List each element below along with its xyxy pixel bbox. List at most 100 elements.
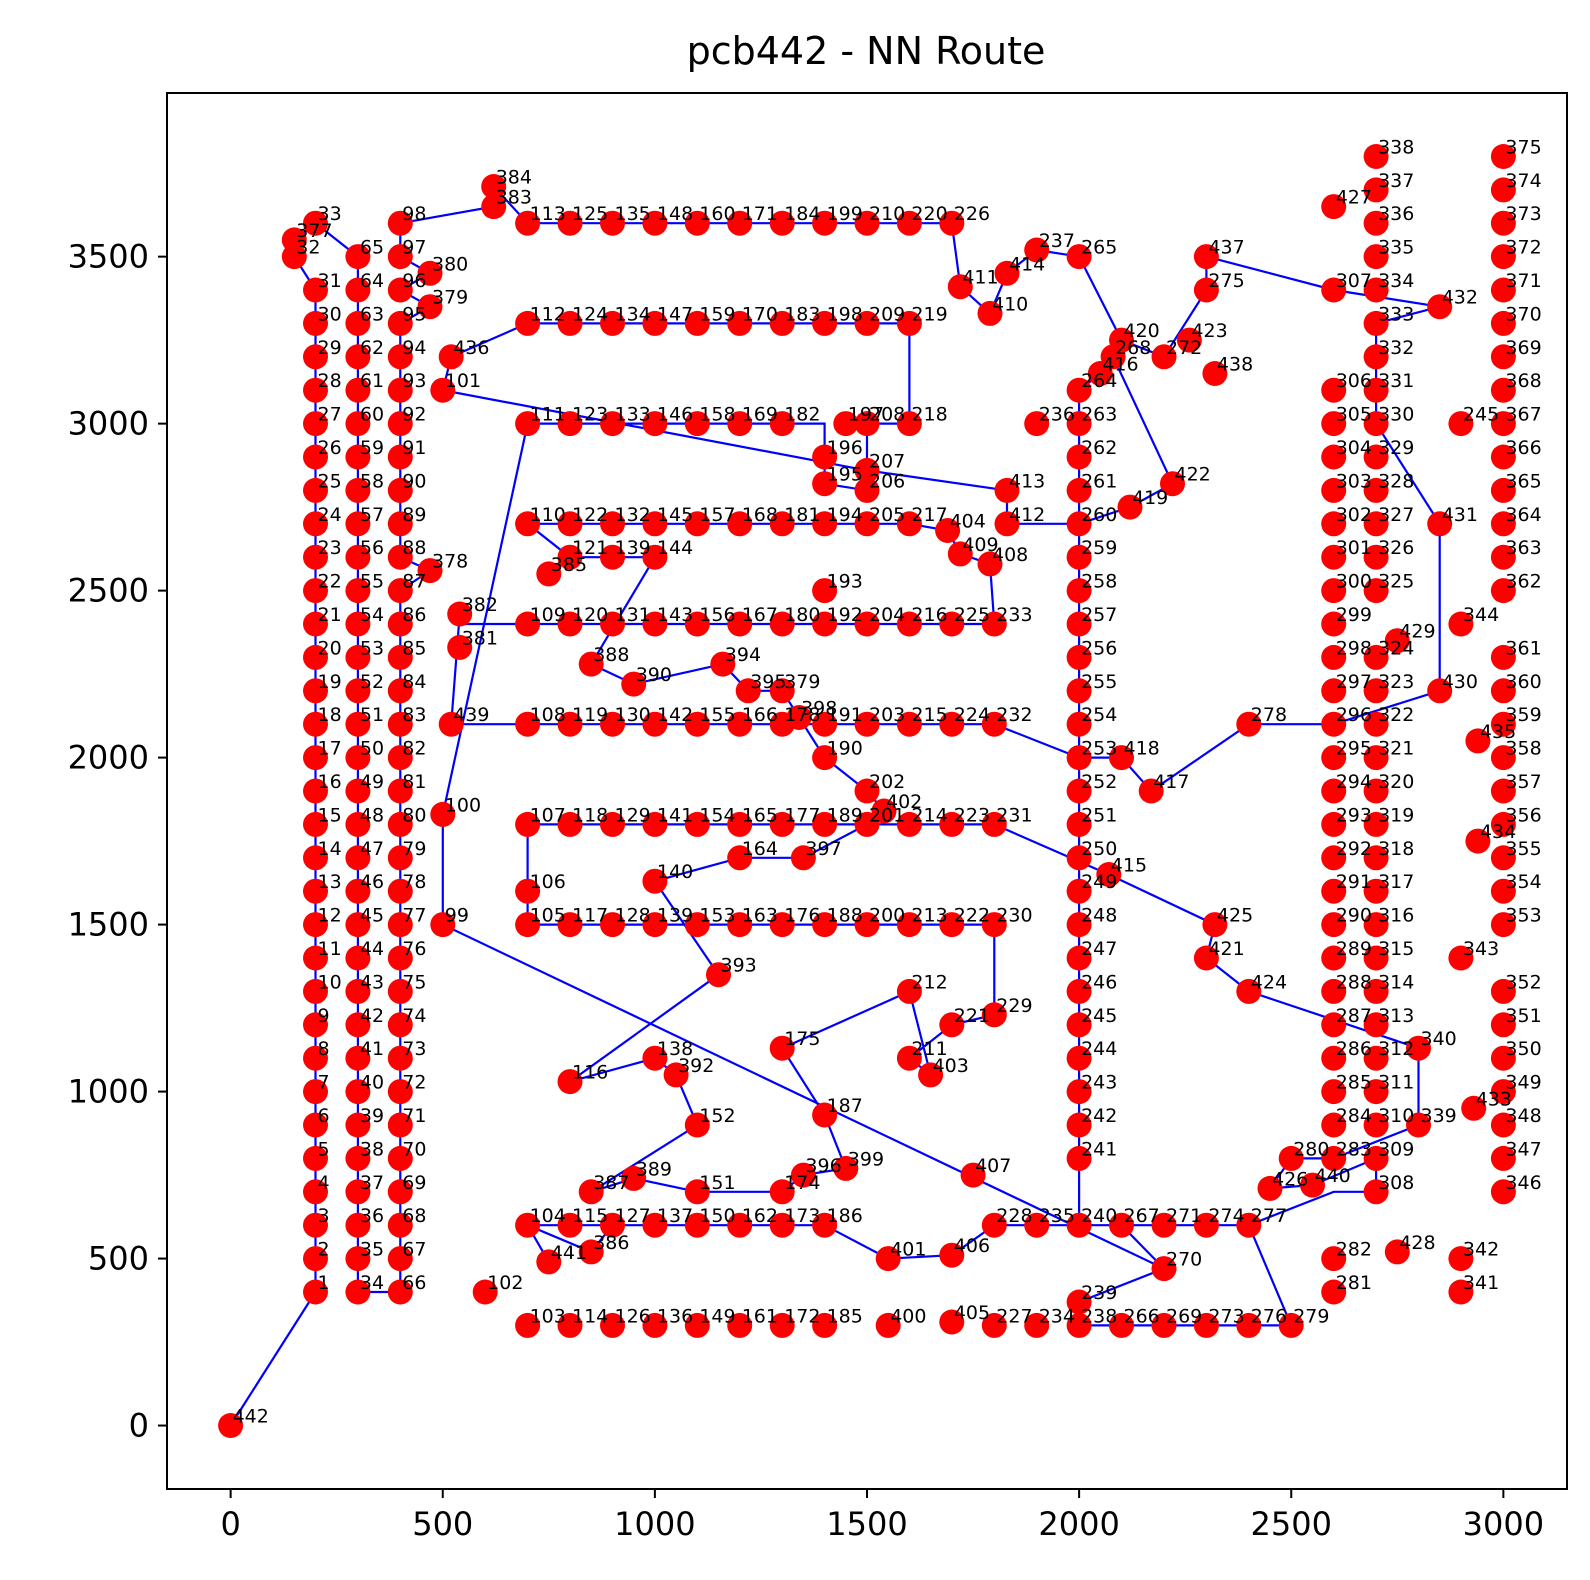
city-label: 363 [1505,537,1541,559]
y-axis: 0 500 1000 1500 2000 2500 3000 3500 [68,238,167,1445]
city-point [1384,1239,1410,1265]
city-point [1363,177,1389,203]
city-point [960,1162,986,1188]
city-point [345,1145,371,1171]
city-label: 34 [360,1272,384,1294]
city-point [896,811,922,837]
city-label: 291 [1336,871,1372,893]
city-point [345,511,371,537]
city-label: 58 [360,470,384,492]
city-point [1363,912,1389,938]
city-label: 9 [318,1005,330,1027]
city-point [1427,511,1453,537]
city-label: 306 [1336,370,1372,392]
city-label: 95 [402,303,426,325]
city-label: 80 [402,804,426,826]
y-tick-label: 3500 [68,238,149,276]
city-label: 301 [1336,537,1372,559]
city-label: 169 [742,404,778,426]
city-point [1490,678,1516,704]
city-label: 117 [572,905,608,927]
city-label: 126 [615,1305,651,1327]
city-label: 399 [848,1148,884,1170]
city-point [684,811,710,837]
city-label: 438 [1217,354,1253,376]
city-label: 358 [1505,738,1541,760]
city-label: 276 [1251,1305,1287,1327]
city-label: 194 [827,504,863,526]
city-point [303,1045,328,1071]
city-point [812,210,838,236]
city-label: 88 [402,537,426,559]
city-point [303,878,328,904]
city-point [345,611,371,637]
city-label: 424 [1251,971,1287,993]
city-label: 332 [1378,337,1414,359]
city-label: 7 [318,1072,330,1094]
city-point [1138,778,1164,804]
city-point [387,678,413,704]
city-point [1321,978,1347,1004]
city-point [769,1212,795,1238]
city-point [557,411,583,437]
city-point [1087,361,1113,386]
city-point [1193,277,1219,303]
city-point [303,210,328,236]
city-label: 232 [996,704,1032,726]
city-point [977,300,1003,326]
city-label: 359 [1505,704,1541,726]
city-point [1066,912,1092,938]
city-point [387,845,413,871]
city-label: 205 [869,504,905,526]
city-label: 296 [1336,704,1372,726]
city-point [387,1079,413,1105]
city-point [1490,544,1516,570]
city-point [1465,828,1491,854]
city-label: 182 [784,404,820,426]
city-label: 411 [962,267,998,289]
city-label: 122 [572,504,608,526]
city-point [303,1145,328,1171]
city-label: 166 [742,704,778,726]
city-label: 280 [1293,1138,1329,1160]
city-label: 283 [1336,1138,1372,1160]
city-label: 26 [318,437,342,459]
city-point [345,945,371,971]
city-point [536,561,562,587]
city-label: 370 [1505,303,1541,325]
city-point [1321,912,1347,938]
city-point [1109,745,1134,771]
city-label: 254 [1081,704,1117,726]
city-label: 339 [1421,1105,1457,1127]
city-point [303,1246,328,1272]
city-label: 71 [402,1105,426,1127]
city-point [1490,845,1516,871]
city-label: 108 [530,704,566,726]
y-tick-label: 2500 [68,572,149,610]
city-point [769,1179,795,1205]
city-label: 183 [784,303,820,325]
city-label: 423 [1191,320,1227,342]
city-point [345,1045,371,1071]
city-point [600,1312,625,1338]
city-point [1300,1172,1325,1198]
city-label: 377 [296,220,332,242]
city-label: 349 [1505,1072,1541,1094]
city-label: 297 [1336,671,1372,693]
city-label: 219 [911,303,947,325]
city-label: 269 [1166,1305,1202,1327]
city-label: 210 [869,203,905,225]
city-point [303,411,328,437]
city-point [1363,1145,1389,1171]
city-point [578,1239,604,1265]
city-point [1066,745,1092,771]
city-point [1363,411,1389,437]
city-label: 154 [699,804,735,826]
city-label: 82 [402,738,426,760]
city-label: 111 [530,404,566,426]
city-label: 419 [1132,487,1168,509]
city-label: 131 [615,604,651,626]
city-point [387,1045,413,1071]
city-point [1066,411,1092,437]
city-label: 66 [402,1272,426,1294]
